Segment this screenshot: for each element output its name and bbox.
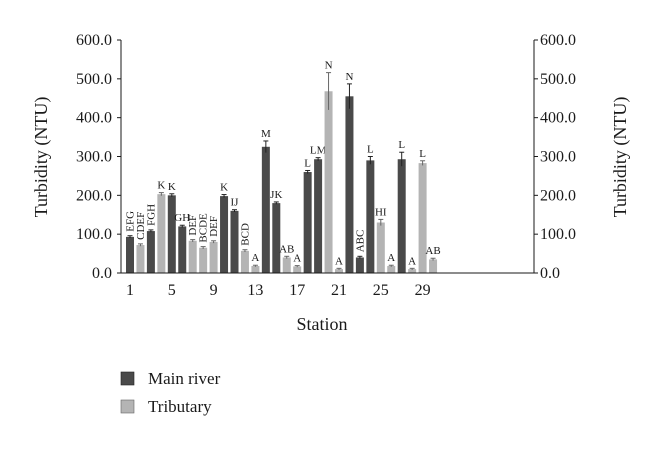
y-tick-label-right: 0.0 [540, 265, 560, 282]
significance-label: JK [270, 189, 282, 201]
significance-label: A [387, 252, 395, 264]
y-tick-label-left: 500.0 [76, 71, 112, 88]
bar-main-river [146, 231, 155, 273]
y-tick-label-right: 400.0 [540, 110, 576, 127]
significance-label: L [367, 144, 374, 156]
significance-label: K [168, 181, 176, 193]
x-tick-label: 17 [289, 282, 305, 299]
bar-tributary [324, 91, 333, 273]
x-tick-label: 13 [247, 282, 263, 299]
bar-main-river [366, 160, 375, 273]
y-axis-title-left: Turbidity (NTU) [31, 97, 52, 218]
y-tick-label-left: 200.0 [76, 187, 112, 204]
legend-label-tributary: Tributary [148, 397, 212, 416]
x-axis-title: Station [296, 314, 347, 334]
significance-label: BCD [239, 223, 251, 246]
bar-main-river [303, 172, 312, 273]
bar-tributary [418, 163, 427, 273]
bar-main-river [355, 257, 364, 273]
bar-main-river [272, 203, 281, 273]
significance-label: IJ [231, 197, 240, 209]
y-tick-label-left: 600.0 [76, 32, 112, 49]
bar-main-river [126, 236, 134, 273]
bar-main-river [178, 226, 187, 273]
bar-main-river [314, 159, 323, 273]
significance-label: A [408, 255, 416, 267]
significance-label: M [261, 128, 271, 140]
significance-label: LM [310, 145, 327, 157]
significance-label: DEF [208, 216, 220, 237]
bar-tributary [188, 240, 197, 273]
bar-tributary [251, 266, 260, 273]
significance-label: L [419, 148, 426, 160]
y-tick-label-left: 0.0 [92, 265, 112, 282]
significance-label: HI [375, 206, 387, 218]
bar-tributary [240, 250, 249, 273]
x-tick-label: 25 [373, 282, 389, 299]
significance-label: EFG [125, 211, 137, 232]
significance-label: K [220, 182, 228, 194]
y-axis-right: 0.0 100.0 200.0 300.0 400.0 500.0 600.0 [533, 32, 576, 282]
significance-label: A [335, 255, 343, 267]
significance-label: L [304, 157, 311, 169]
bar-main-river [397, 159, 406, 273]
legend-label-main-river: Main river [148, 369, 221, 388]
y-tick-label-right: 300.0 [540, 149, 576, 166]
x-axis: 1 5 9 13 17 21 25 29 [121, 272, 534, 299]
significance-label: N [345, 71, 353, 83]
x-tick-label: 21 [331, 282, 347, 299]
y-axis-title-right: Turbidity (NTU) [610, 97, 631, 218]
legend-swatch-main-river [120, 371, 135, 386]
y-tick-label-right: 100.0 [540, 226, 576, 243]
bar-tributary [376, 222, 385, 273]
bar-tributary [282, 257, 291, 273]
bar-tributary [209, 241, 218, 273]
x-tick-label: 1 [126, 282, 134, 299]
significance-label: K [157, 180, 165, 192]
significance-label: ABC [354, 230, 366, 253]
significance-label: AB [425, 245, 440, 257]
bar-tributary [199, 247, 208, 273]
bar-main-river [345, 96, 354, 273]
significance-label: N [325, 60, 333, 72]
bar-tributary [136, 245, 145, 273]
bar-main-river [261, 146, 270, 273]
legend-swatch-tributary [120, 399, 135, 414]
significance-label: BCDE [198, 213, 210, 243]
y-tick-label-right: 600.0 [540, 32, 576, 49]
y-tick-label-left: 300.0 [76, 149, 112, 166]
y-tick-label-right: 500.0 [540, 71, 576, 88]
significance-label: A [293, 253, 301, 265]
bar-tributary [387, 266, 396, 273]
bar-tributary [293, 266, 302, 273]
x-tick-label: 5 [168, 282, 176, 299]
bar-main-river [220, 196, 229, 273]
significance-label: FGH [145, 204, 157, 226]
significance-label: GH [174, 212, 190, 224]
bar-tributary [429, 259, 438, 273]
bar-tributary [335, 269, 343, 273]
x-tick-label: 9 [210, 282, 218, 299]
bar-main-river [167, 195, 176, 273]
legend: Main river Tributary [120, 369, 221, 416]
y-axis-left: 0.0 100.0 200.0 300.0 400.0 500.0 600.0 [76, 32, 122, 282]
significance-label: CDEF [135, 212, 147, 240]
y-tick-label-right: 200.0 [540, 187, 576, 204]
y-tick-label-left: 400.0 [76, 110, 112, 127]
significance-label: DEF [187, 215, 199, 236]
bar-main-river [230, 210, 239, 273]
y-tick-label-left: 100.0 [76, 226, 112, 243]
bar-tributary [157, 194, 166, 273]
significance-label: AB [279, 243, 294, 255]
significance-label: L [398, 139, 405, 151]
bar-tributary [408, 269, 417, 273]
x-tick-label: 29 [415, 282, 431, 299]
significance-label: A [251, 252, 259, 264]
